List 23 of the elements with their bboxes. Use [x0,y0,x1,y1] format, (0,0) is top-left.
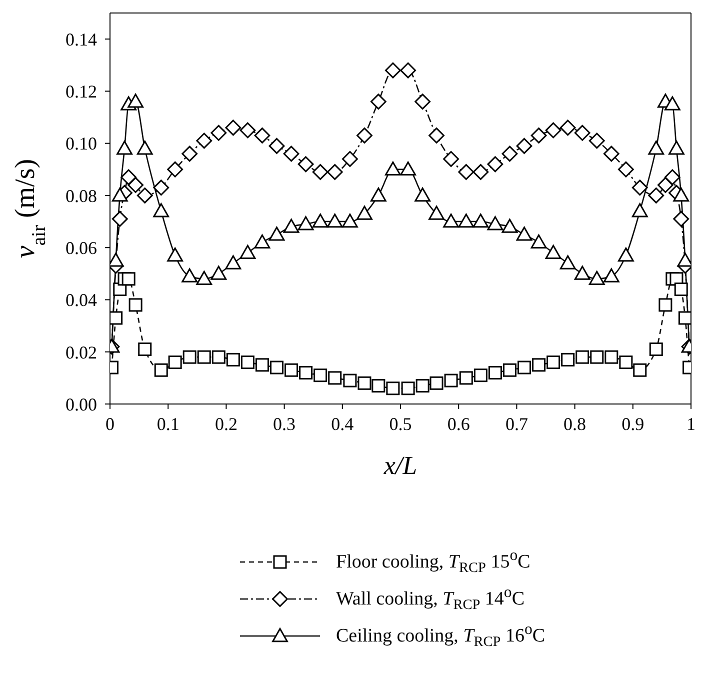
legend-label: Wall cooling, T$_{RCP}$ 14$^{o}$C [336,584,525,614]
y-tick-label: 0.04 [66,290,97,310]
y-tick-label: 0.08 [66,186,97,206]
x-tick-label: 0.5 [389,414,412,434]
y-tick-label: 0.10 [66,134,97,154]
x-tick-label: 0 [106,414,114,434]
y-tick-label: 0.02 [66,342,97,362]
legend-label: Floor cooling, T$_{RCP}$ 15$^{o}$C [336,547,530,578]
legend-label: Ceiling cooling, T$_{RCP}$ 16$^{o}$C [336,621,546,652]
x-tick-label: 0.4 [331,414,354,434]
y-tick-label: 0.12 [66,82,97,102]
x-tick-label: 0.8 [564,414,586,434]
y-tick-label: 0.00 [66,394,97,414]
x-tick-label: 1 [686,414,696,434]
x-tick-label: 0.1 [156,414,180,434]
x-tick-label: 0.9 [622,414,644,434]
x-tick-label: 0.3 [273,414,296,434]
y-tick-label: 0.14 [66,29,97,50]
x-tick-label: 0.2 [214,414,238,434]
x-tick-label: 0.7 [505,414,528,434]
x-axis-title: x/L [382,451,418,480]
y-tick-label: 0.06 [66,238,97,258]
x-tick-label: 0.6 [447,414,470,434]
